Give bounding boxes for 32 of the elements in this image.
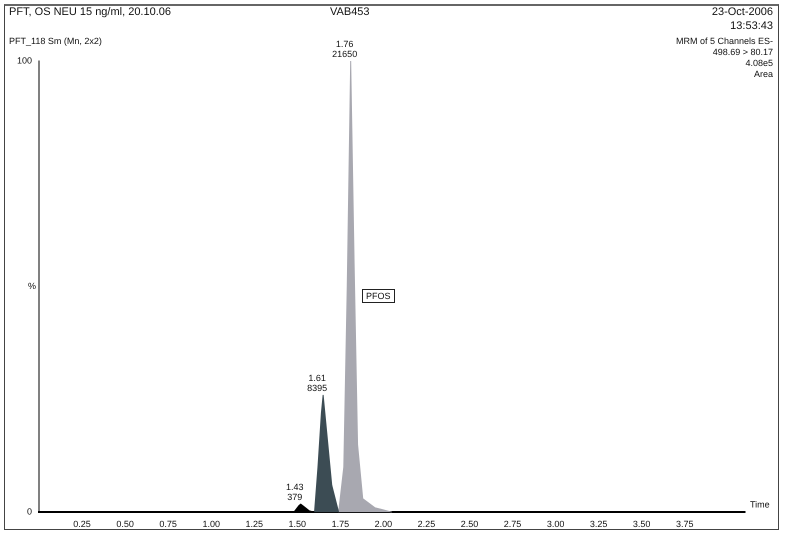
x-tick-label: 3.75 bbox=[676, 519, 694, 530]
chart-title: PFT, OS NEU 15 ng/ml, 20.10.06 bbox=[9, 6, 172, 18]
x-tick-label: 0.25 bbox=[73, 519, 91, 530]
x-tick-label: 2.50 bbox=[460, 519, 478, 530]
x-tick-label: 0.75 bbox=[159, 519, 177, 530]
x-tick-label: 2.75 bbox=[504, 519, 522, 530]
annotation: 1.76 21650 bbox=[332, 38, 358, 59]
x-tick-label: 1.00 bbox=[202, 519, 220, 530]
annotation: 1.43 379 bbox=[286, 482, 304, 502]
text: MRM of 5 Channels ES- bbox=[676, 35, 773, 47]
annotation: 4.08e5 bbox=[745, 57, 773, 69]
y-tick-label: 0 bbox=[27, 506, 32, 517]
x-tick-label: 1.50 bbox=[288, 519, 306, 530]
text: Area bbox=[754, 68, 773, 80]
annotation: 1.61 8395 bbox=[307, 372, 328, 393]
y-tick-label: 100 bbox=[16, 55, 32, 66]
text: 23-Oct-2006 bbox=[712, 6, 773, 18]
text: 498.69 > 80.17 bbox=[712, 46, 773, 58]
x-tick-label: 3.00 bbox=[546, 519, 564, 530]
annotation: PFOS bbox=[362, 289, 395, 303]
x-tick-label: 1.75 bbox=[332, 519, 350, 530]
x-tick-label: 0.50 bbox=[116, 519, 134, 530]
x-tick-label: 3.25 bbox=[590, 519, 608, 530]
x-tick-label: 3.50 bbox=[632, 519, 650, 530]
y-axis-title: % bbox=[28, 281, 36, 292]
x-tick-label: 1.25 bbox=[245, 519, 264, 530]
text: VAB453 bbox=[330, 6, 370, 18]
x-tick-label: 2.25 bbox=[418, 519, 436, 530]
text: 13:53:43 bbox=[730, 20, 773, 32]
text: PFT_118 Sm (Mn, 2x2) bbox=[9, 35, 102, 47]
x-tick-label: 2.00 bbox=[374, 519, 392, 530]
x-axis-title: Time bbox=[750, 500, 770, 510]
